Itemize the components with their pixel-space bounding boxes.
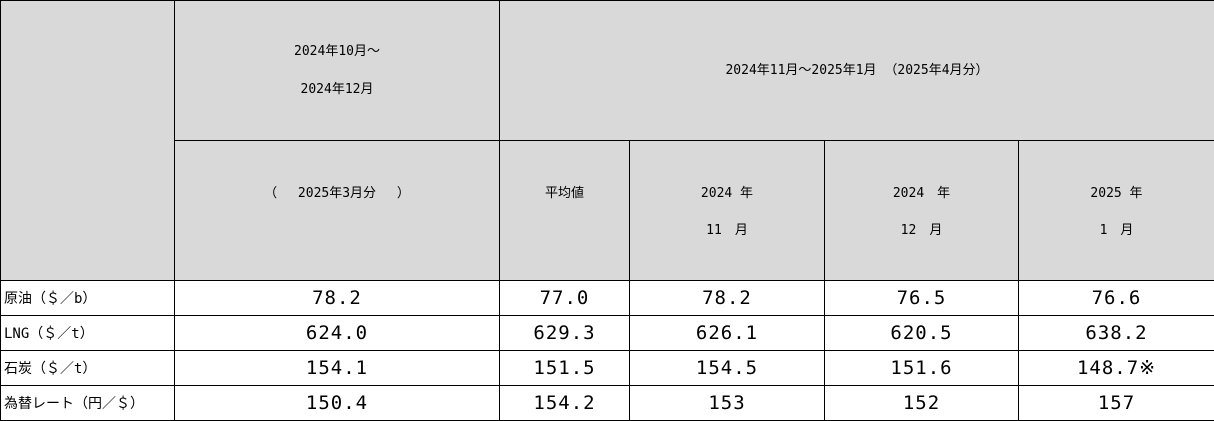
period-a-sub-label: （ 2025年3月分 ） — [175, 175, 499, 212]
cell-value: 151.5 — [500, 351, 630, 386]
cell-value: 154.2 — [500, 386, 630, 421]
table-row: 石炭（＄／t） 154.1 151.5 154.5 151.6 148.7※ — [1, 351, 1214, 386]
cell-value: 638.2 — [1019, 316, 1214, 351]
period-a-subheader: （ 2025年3月分 ） — [175, 141, 500, 281]
table-row: 為替レート（円／＄） 150.4 154.2 153 152 157 — [1, 386, 1214, 421]
month1-header: 2024 年 11 月 — [630, 141, 825, 281]
month3-year: 2025 年 — [1019, 175, 1214, 212]
period-b-header: 2024年11月～2025年1月 （2025年4月分） — [500, 1, 1214, 141]
cell-value: 626.1 — [630, 316, 825, 351]
cell-value: 154.5 — [630, 351, 825, 386]
cell-value: 76.6 — [1019, 281, 1214, 316]
cell-value: 150.4 — [175, 386, 500, 421]
cell-value: 629.3 — [500, 316, 630, 351]
cell-value: 148.7※ — [1019, 351, 1214, 386]
period-a-line1: 2024年10月～ — [175, 33, 499, 71]
month1-year: 2024 年 — [630, 175, 824, 212]
corner-cell — [1, 1, 175, 281]
month3-month: 1 月 — [1019, 212, 1214, 249]
cell-value: 154.1 — [175, 351, 500, 386]
month2-year: 2024 年 — [825, 175, 1018, 212]
row-label-fx: 為替レート（円／＄） — [1, 386, 175, 421]
cell-value: 157 — [1019, 386, 1214, 421]
period-a-line2: 2024年12月 — [175, 71, 499, 109]
month2-month: 12 月 — [825, 212, 1018, 249]
avg-header: 平均値 — [500, 141, 630, 281]
row-label-coal: 石炭（＄／t） — [1, 351, 175, 386]
cell-value: 77.0 — [500, 281, 630, 316]
avg-label: 平均値 — [500, 175, 629, 212]
month3-header: 2025 年 1 月 — [1019, 141, 1214, 281]
month2-header: 2024 年 12 月 — [825, 141, 1019, 281]
month1-month: 11 月 — [630, 212, 824, 249]
cell-value: 624.0 — [175, 316, 500, 351]
cell-value: 78.2 — [630, 281, 825, 316]
period-b-label: 2024年11月～2025年1月 （2025年4月分） — [500, 52, 1214, 90]
row-label-crude: 原油（＄／b） — [1, 281, 175, 316]
cell-value: 78.2 — [175, 281, 500, 316]
cell-value: 152 — [825, 386, 1019, 421]
cell-value: 151.6 — [825, 351, 1019, 386]
row-label-lng: LNG（＄／t） — [1, 316, 175, 351]
cell-value: 620.5 — [825, 316, 1019, 351]
cell-value: 153 — [630, 386, 825, 421]
table-row: LNG（＄／t） 624.0 629.3 626.1 620.5 638.2 — [1, 316, 1214, 351]
cell-value: 76.5 — [825, 281, 1019, 316]
period-a-header: 2024年10月～ 2024年12月 — [175, 1, 500, 141]
table-row: 原油（＄／b） 78.2 77.0 78.2 76.5 76.6 — [1, 281, 1214, 316]
